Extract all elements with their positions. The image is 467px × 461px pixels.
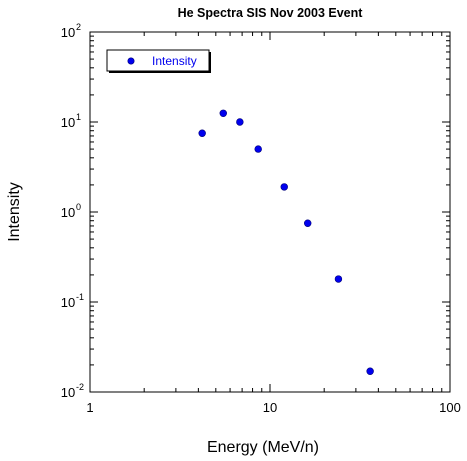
y-tick-label: 10 — [61, 385, 75, 400]
data-points — [198, 109, 374, 375]
legend-box — [106, 49, 210, 72]
x-tick-label: 10 — [263, 400, 277, 415]
data-point — [236, 118, 244, 126]
data-point — [219, 109, 227, 117]
y-tick-exponent: 2 — [76, 22, 81, 32]
x-axis-ticks: 1 10 100 — [86, 32, 461, 415]
data-point — [280, 183, 288, 191]
data-point — [304, 219, 312, 227]
chart-title: He Spectra SIS Nov 2003 Event — [178, 6, 364, 20]
y-tick-label: 10 — [61, 115, 75, 130]
legend: Intensity — [106, 49, 211, 73]
legend-label-intensity: Intensity — [152, 54, 197, 68]
data-point — [254, 145, 262, 153]
y-tick-exponent: -2 — [76, 382, 84, 392]
data-point — [334, 275, 343, 283]
y-tick-exponent: -1 — [76, 292, 84, 302]
x-tick-label: 100 — [439, 400, 461, 415]
plot-frame — [89, 31, 451, 393]
y-tick-exponent: 1 — [76, 112, 81, 122]
y-tick-label: 10 — [61, 295, 75, 310]
data-point — [366, 367, 374, 375]
y-axis-label: Intensity — [6, 182, 23, 242]
legend-marker-intensity — [127, 57, 135, 65]
x-tick-label: 1 — [86, 400, 93, 415]
y-tick-label: 10 — [61, 205, 75, 220]
y-tick-label: 10 — [61, 25, 75, 40]
data-point — [198, 129, 206, 137]
x-axis-label: Energy (MeV/n) — [207, 439, 319, 456]
y-tick-exponent: 0 — [76, 202, 81, 212]
